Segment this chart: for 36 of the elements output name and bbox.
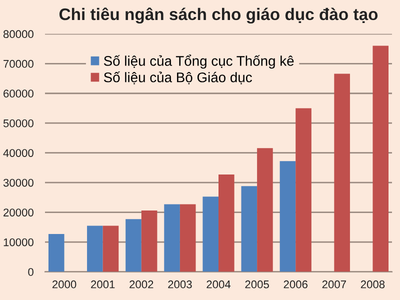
x-tick-label: 2000: [52, 280, 76, 288]
y-tick-label: 0: [28, 268, 34, 276]
bar: [241, 186, 258, 272]
chart-title: Chi tiêu ngân sách cho giáo dục đào tạo: [59, 8, 378, 24]
bar: [218, 174, 234, 272]
bar: [48, 234, 64, 272]
x-tick-label: 2005: [245, 280, 269, 288]
bar: [372, 46, 389, 272]
legend-label: Số liệu của Tổng cục Thống kê: [104, 54, 294, 69]
y-tick-label: 40000: [3, 149, 34, 157]
y-tick-label: 70000: [4, 60, 34, 68]
bar: [87, 226, 103, 272]
y-tick-label: 60000: [4, 90, 34, 98]
y-tick-label: 80000: [3, 30, 34, 38]
bar: [257, 148, 273, 272]
bar: [102, 226, 119, 272]
y-tick-label: 20000: [4, 208, 34, 216]
x-tick-label: 2002: [130, 280, 154, 288]
x-tick-label: 2003: [168, 280, 192, 288]
x-tick-label: 2008: [360, 280, 385, 288]
legend-label: Số liệu của Bộ Giáo dục: [104, 71, 252, 84]
bar: [334, 74, 350, 272]
y-tick-label: 30000: [3, 178, 34, 187]
x-tick-label: 2001: [91, 280, 115, 288]
bar: [164, 204, 180, 272]
x-tick-label: 2006: [284, 280, 308, 288]
bar: [280, 161, 296, 272]
y-tick-label: 50000: [3, 119, 34, 128]
y-tick-label: 10000: [4, 238, 34, 246]
x-tick-label: 2007: [322, 280, 346, 288]
bar: [126, 219, 142, 272]
bar: [202, 196, 218, 272]
x-tick-label: 2004: [206, 280, 231, 288]
bar: [296, 108, 312, 272]
bar: [180, 204, 196, 272]
bar: [141, 210, 158, 272]
